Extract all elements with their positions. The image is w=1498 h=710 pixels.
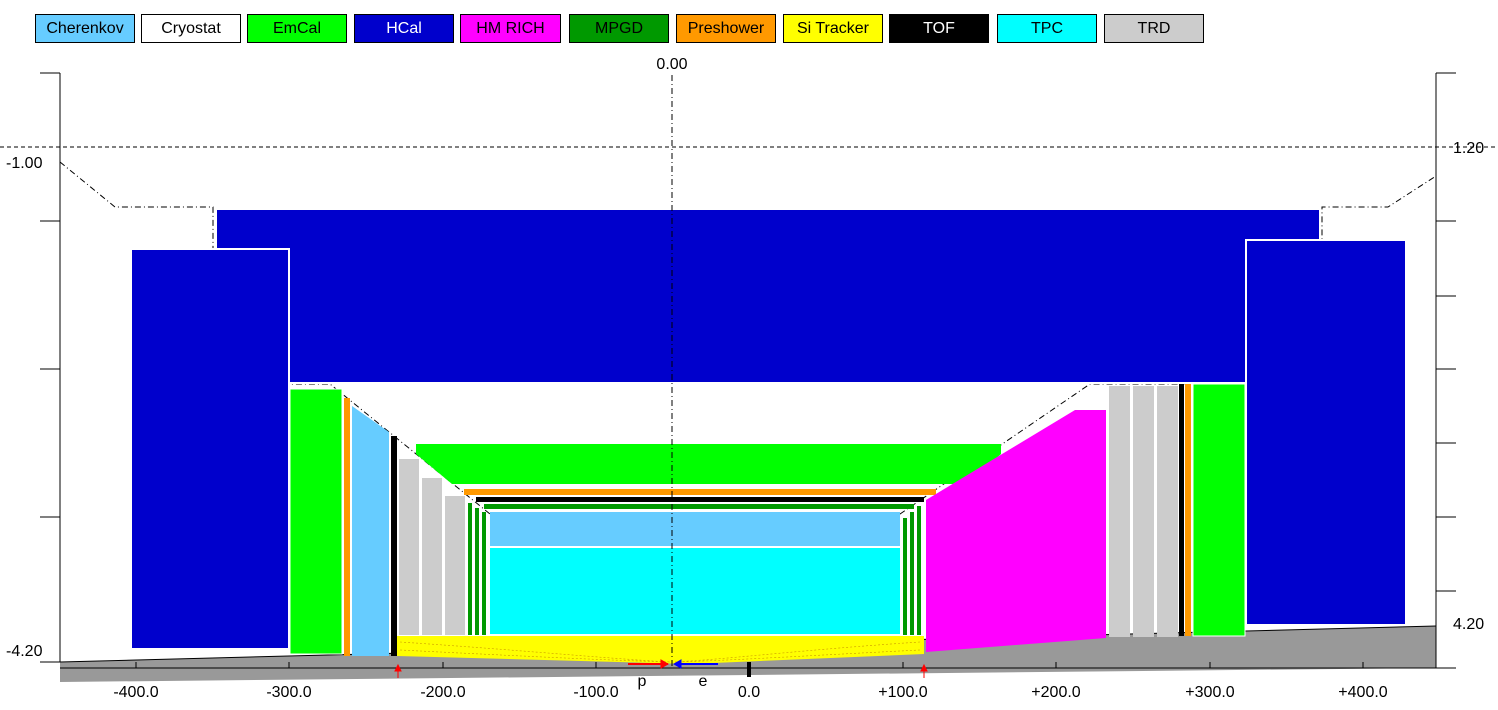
x-tick-label: -300.0 (266, 684, 311, 701)
legend-item-trd: TRD (1104, 14, 1204, 43)
legend-item-mpgd: MPGD (569, 14, 669, 43)
x-tick-label: -400.0 (113, 684, 158, 701)
x-tick-label: +100.0 (878, 684, 927, 701)
x-tick-label: -200.0 (420, 684, 465, 701)
x-tick-label: 0.0 (738, 684, 760, 701)
mpgd-right-1 (903, 518, 907, 635)
x-tick-label: +200.0 (1031, 684, 1080, 701)
detector-legend: Cherenkov Cryostat EmCal HCal HM RICH MPGD Pre… (0, 0, 1498, 50)
legend-item-hm-rich: HM RICH (460, 14, 561, 43)
proton-beam-arrow (628, 659, 670, 669)
legend-item-preshower: Preshower (676, 14, 776, 43)
legend-item-tpc: TPC (997, 14, 1097, 43)
electron-beam-arrow (672, 659, 718, 669)
emcal-right (1192, 383, 1246, 637)
tof-left (391, 436, 397, 656)
tpc (490, 548, 900, 634)
preshower-right (1185, 384, 1191, 636)
right-top-label: 1.20 (1453, 140, 1484, 157)
mpgd-left-2 (475, 508, 479, 635)
mpgd-left-1 (468, 503, 472, 635)
si-tracker (397, 636, 924, 664)
trd-right-2 (1133, 386, 1154, 637)
legend-item-cherenkov: Cherenkov (35, 14, 135, 43)
legend-item-cryostat: Cryostat (141, 14, 241, 43)
emcal-left (289, 388, 343, 655)
electron-label: e (699, 673, 708, 690)
mpgd-right-2 (910, 512, 914, 635)
proton-label: p (638, 673, 647, 690)
trd-left-1 (399, 459, 419, 635)
left-top-label: -1.00 (6, 155, 43, 172)
trd-right-1 (1109, 386, 1130, 637)
preshower-barrel (464, 489, 936, 495)
cherenkov-barrel (490, 512, 900, 546)
cherenkov-left (352, 406, 389, 656)
tof-barrel (476, 497, 924, 502)
preshower-left (344, 398, 350, 656)
hm-rich (926, 410, 1106, 652)
si-tracker-detail (399, 641, 921, 663)
mpgd-barrel (484, 504, 914, 509)
tof-right (1179, 384, 1184, 636)
legend-item-tof: TOF (889, 14, 989, 43)
top-center-label: 0.00 (656, 56, 687, 73)
hcal-left-endcap (130, 248, 290, 650)
mpgd-left-3 (482, 512, 486, 635)
legend-item-si-tracker: Si Tracker (783, 14, 883, 43)
trd-right-3 (1157, 386, 1178, 637)
x-tick-label: -100.0 (573, 684, 618, 701)
edge-marker-arrows (394, 663, 928, 678)
origin-marker (747, 662, 751, 677)
hcal-barrel (215, 208, 1321, 384)
trd-left-3 (445, 496, 465, 635)
left-bottom-label: -4.20 (6, 643, 43, 660)
mpgd-right-3 (917, 506, 921, 635)
x-tick-label: +300.0 (1185, 684, 1234, 701)
legend-item-hcal: HCal (354, 14, 454, 43)
emcal-barrel (416, 444, 1001, 484)
hcal-right-endcap (1245, 239, 1407, 626)
trd-left-2 (422, 478, 442, 635)
legend-item-emcal: EmCal (247, 14, 347, 43)
x-tick-label: +400.0 (1338, 684, 1387, 701)
right-bottom-label: 4.20 (1453, 616, 1484, 633)
